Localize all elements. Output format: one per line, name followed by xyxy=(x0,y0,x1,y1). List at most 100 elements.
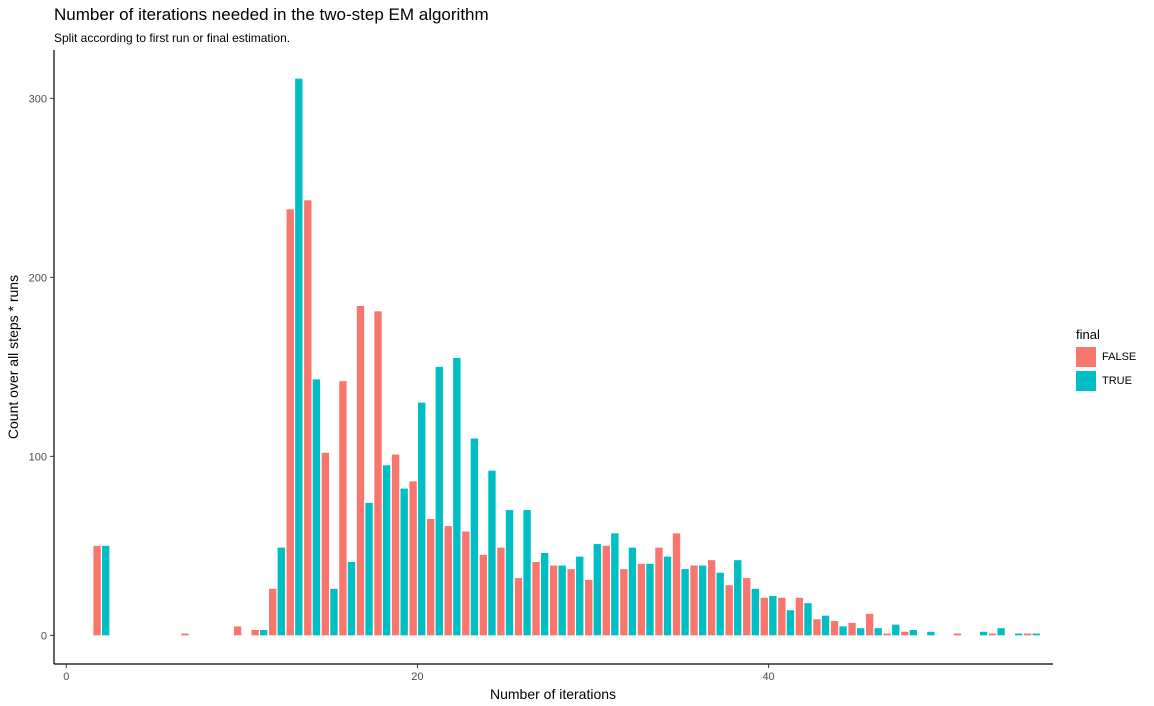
bar-false-7 xyxy=(181,633,189,636)
bar-true-40 xyxy=(769,595,777,636)
bar-true-17 xyxy=(365,502,373,636)
bar-true-2 xyxy=(102,545,110,636)
bar-false-48 xyxy=(901,631,909,636)
bar-true-20 xyxy=(418,402,426,636)
bar-false-18 xyxy=(374,311,382,636)
bar-true-22 xyxy=(453,357,461,636)
bar-true-14 xyxy=(312,379,321,636)
bar-true-46 xyxy=(874,628,882,636)
bar-true-52 xyxy=(979,631,988,636)
bar-true-42 xyxy=(804,603,812,636)
bars-layer xyxy=(93,78,1040,636)
legend-swatch-false xyxy=(1076,347,1096,367)
bar-true-27 xyxy=(540,553,549,636)
bar-true-53 xyxy=(997,628,1005,636)
bar-false-21 xyxy=(427,519,435,636)
bar-true-37 xyxy=(716,572,724,636)
bar-false-24 xyxy=(479,554,488,636)
legend-item-false: FALSE xyxy=(1076,346,1136,368)
bar-false-33 xyxy=(637,563,646,636)
bar-false-36 xyxy=(690,565,698,636)
bar-true-23 xyxy=(470,438,479,636)
bar-false-51 xyxy=(953,633,962,636)
bar-false-13 xyxy=(286,209,294,636)
bar-false-27 xyxy=(532,561,540,636)
bar-true-26 xyxy=(523,510,531,636)
bar-false-55 xyxy=(1023,633,1032,636)
y-axis-label: Count over all steps * runs xyxy=(5,275,21,439)
bar-true-21 xyxy=(435,366,443,636)
bar-false-53 xyxy=(988,633,997,636)
chart-subtitle: Split according to first run or final es… xyxy=(54,31,291,45)
bar-false-28 xyxy=(549,565,558,636)
bar-false-26 xyxy=(514,578,523,636)
bar-true-16 xyxy=(347,561,356,636)
bar-false-35 xyxy=(672,533,681,636)
bar-false-42 xyxy=(795,597,804,636)
legend: final FALSE TRUE xyxy=(1076,327,1136,394)
bar-true-24 xyxy=(488,470,496,636)
bar-true-12 xyxy=(277,547,285,636)
x-axis-label: Number of iterations xyxy=(490,686,616,702)
x-tick-label: 0 xyxy=(63,671,69,683)
bar-true-28 xyxy=(558,565,566,636)
legend-swatch-true xyxy=(1076,371,1096,391)
bar-true-49 xyxy=(927,631,935,636)
y-tick-label: 300 xyxy=(29,93,47,105)
bar-false-2 xyxy=(93,545,101,636)
legend-label-true: TRUE xyxy=(1102,375,1132,387)
x-ticks: 0 20 40 xyxy=(63,664,775,683)
bar-false-16 xyxy=(339,381,347,636)
bar-true-18 xyxy=(382,465,391,636)
bar-true-41 xyxy=(786,610,795,636)
bar-true-13 xyxy=(295,78,303,636)
bar-true-38 xyxy=(734,560,742,636)
bar-false-29 xyxy=(567,569,575,636)
bar-false-25 xyxy=(497,547,505,636)
chart-title: Number of iterations needed in the two-s… xyxy=(54,5,489,24)
bar-true-36 xyxy=(698,565,707,636)
bar-true-32 xyxy=(628,547,637,636)
bar-true-45 xyxy=(856,628,865,636)
y-tick-label: 200 xyxy=(29,272,47,284)
bar-false-15 xyxy=(321,452,330,636)
legend-label-false: FALSE xyxy=(1102,351,1137,363)
bar-false-46 xyxy=(865,613,874,636)
bar-false-31 xyxy=(602,545,610,636)
bar-true-33 xyxy=(646,563,654,636)
bar-false-45 xyxy=(848,622,856,636)
x-tick-label: 40 xyxy=(762,671,774,683)
bar-true-25 xyxy=(505,510,514,636)
bar-false-40 xyxy=(760,597,768,636)
bar-false-34 xyxy=(655,547,663,636)
bar-true-31 xyxy=(611,533,619,636)
bar-true-48 xyxy=(909,629,917,636)
y-ticks: 0 100 200 300 xyxy=(29,93,54,642)
bar-false-17 xyxy=(356,305,365,636)
bar-false-22 xyxy=(444,526,452,636)
bar-true-15 xyxy=(330,588,338,636)
bar-false-47 xyxy=(883,633,891,636)
bar-false-44 xyxy=(830,621,839,636)
legend-title: final xyxy=(1076,327,1100,342)
bar-true-29 xyxy=(576,556,584,636)
bar-true-11 xyxy=(260,629,268,636)
bar-true-30 xyxy=(593,544,601,636)
bar-false-19 xyxy=(391,454,400,636)
bar-true-55 xyxy=(1032,633,1040,636)
bar-false-32 xyxy=(620,569,628,636)
bar-true-47 xyxy=(892,624,900,636)
y-tick-label: 0 xyxy=(41,630,47,642)
bar-true-43 xyxy=(821,615,830,636)
bar-false-38 xyxy=(725,585,733,636)
bar-false-39 xyxy=(743,578,751,636)
bar-false-10 xyxy=(233,626,242,636)
y-tick-label: 100 xyxy=(29,451,47,463)
bar-true-19 xyxy=(400,488,408,636)
legend-item-true: TRUE xyxy=(1076,370,1136,392)
bar-true-54 xyxy=(1014,633,1023,636)
bar-false-41 xyxy=(778,597,786,636)
bar-true-39 xyxy=(751,588,759,636)
bar-false-14 xyxy=(304,200,312,636)
